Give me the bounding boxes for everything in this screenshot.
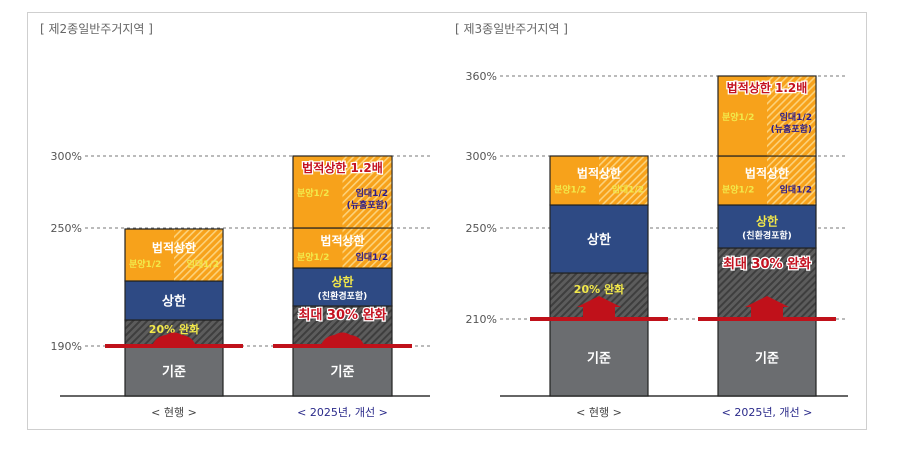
x-category-label: < 2025년, 개선 > [297,406,388,419]
y-tick-label: 360% [466,70,497,83]
segment-label: (뉴홈포함) [347,199,388,211]
y-tick-label: 250% [466,222,497,235]
bar-segment-hatch [767,156,816,205]
segment-label: 분양1/2 [129,258,161,270]
bar-segment-base [124,345,224,397]
chart-frame [27,12,867,430]
bar-segment-hatch [599,156,648,205]
bar-segment-base [549,318,649,397]
chart-title-zone2: [ 제2종일반주거지역 ] [40,22,153,36]
y-tick-label: 300% [51,150,82,163]
bar-segment-hatch [342,156,392,228]
segment-label: 기준 [331,365,355,380]
chart-title-zone3: [ 제3종일반주거지역 ] [455,22,568,36]
x-category-label: < 현행 > [576,406,622,419]
segment-label: 법적상한 1.2배 [302,160,383,175]
segment-label: 상한 [756,214,778,229]
segment-label: 분양1/2 [297,251,329,263]
segment-label: 법적상한 [745,166,789,181]
segment-label: 20% 완화 [574,282,624,296]
segment-label: 최대 30% 완화 [723,256,811,272]
segment-label: 법적상한 [577,166,621,181]
segment-label: 기준 [162,365,186,380]
house-arrow-icon [577,296,621,319]
segment-label: 기준 [587,352,611,367]
segment-label: 법적상한 1.2배 [727,80,808,95]
y-tick-label: 300% [466,150,497,163]
segment-label: (친환경포함) [742,230,792,242]
segment-label: (친환경포함) [318,290,368,302]
segment-label: 분양1/2 [554,184,586,196]
y-tick-label: 210% [466,313,497,326]
segment-label: 법적상한 [152,240,196,255]
segment-label: 법적상한 [320,233,364,248]
segment-label: 임대1/2 [612,184,644,196]
bar-segment-hatch [767,76,816,156]
bar-segment-cap [292,267,393,307]
up-arrow-icon [320,332,365,346]
bar-segment-cap [124,280,224,321]
segment-label: 상한 [587,232,611,248]
bar-segment-cap [549,204,649,274]
x-category-label: < 현행 > [151,406,197,419]
segment-label: 임대1/2 [780,184,812,196]
segment-label: 기준 [755,352,779,367]
y-tick-label: 190% [51,340,82,353]
segment-label: 20% 완화 [149,322,199,336]
segment-label: 임대1/2 [356,187,388,199]
segment-label: 임대1/2 [187,258,219,270]
segment-label: 분양1/2 [722,184,754,196]
house-arrow-icon [745,296,789,319]
bar-segment-hatch [174,229,223,281]
segment-label: 상한 [331,274,353,289]
segment-label: 최대 30% 완화 [298,307,386,323]
segment-label: 상한 [162,294,186,310]
segment-label: 임대1/2 [356,251,388,263]
segment-label: (뉴홈포함) [771,123,812,135]
bar-segment-cap [717,204,817,249]
bar-segment-base [717,318,817,397]
segment-label: 분양1/2 [297,187,329,199]
y-tick-label: 250% [51,222,82,235]
up-arrow-icon [152,332,196,346]
segment-label: 임대1/2 [780,111,812,123]
bar-segment-base [292,345,393,397]
bar-segment-hatch [342,228,392,268]
x-category-label: < 2025년, 개선 > [722,406,813,419]
segment-label: 분양1/2 [722,111,754,123]
